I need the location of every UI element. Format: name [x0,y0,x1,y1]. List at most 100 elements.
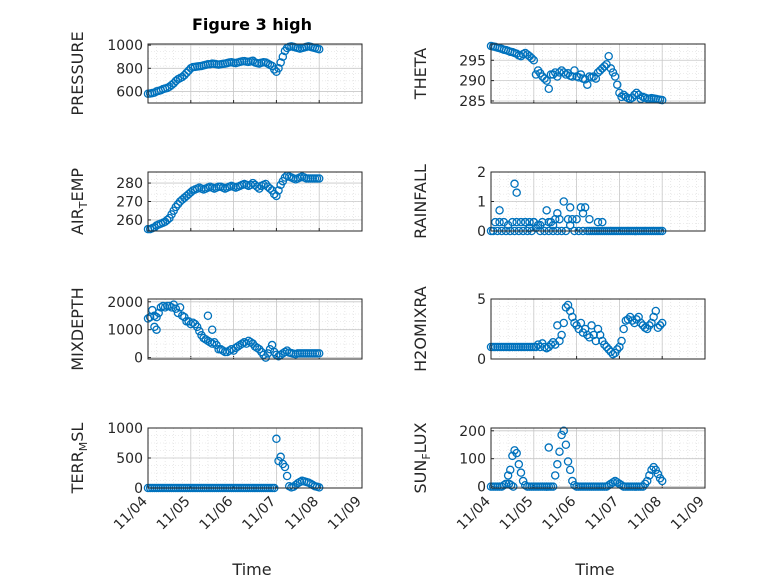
data-point [598,217,607,227]
data-point [272,191,281,201]
data-point [613,478,622,487]
x-tick-label: 11/07 [239,494,279,534]
data-point [314,174,324,183]
series-markers [486,426,667,491]
data-point [516,468,526,477]
data-point [613,80,622,89]
y-tick-label: 5 [477,292,486,308]
y-tick-label: 295 [459,53,486,69]
data-point [585,214,594,224]
subplot-mixdepth: 0 1000 2000 MIXDEPTH [68,287,363,371]
data-point [657,95,667,105]
data-point [645,471,654,480]
data-point [613,345,622,354]
y-tick-label: 280 [116,176,143,192]
figure-title: Figure 3 high [192,15,312,34]
data-point [280,173,290,182]
data-point [604,345,613,354]
x-axis-label-left: Time [231,560,271,579]
x-tick-label: 11/08 [625,494,665,534]
data-point [604,480,613,490]
y-tick-label: 1 [477,195,486,211]
data-point [231,343,240,353]
data-point [617,336,626,346]
x-tick-label: 11/09 [325,494,365,534]
y-tick-label: 800 [116,61,143,77]
data-point [175,303,185,312]
data-point [632,88,641,98]
data-point [171,76,181,86]
data-point [250,342,260,351]
data-point [265,184,275,193]
data-point [583,80,592,89]
data-point [506,465,515,475]
data-point [559,318,569,328]
data-point [207,339,217,348]
series-markers [143,42,324,98]
series-markers [486,300,667,359]
data-point [561,440,571,449]
series-markers [143,171,324,234]
data-point [171,304,181,314]
data-point [182,68,191,78]
data-point [503,471,513,480]
y-tick-label: 1000 [107,323,143,339]
data-point [557,330,566,340]
data-point [636,318,646,328]
data-point [274,351,283,361]
series-markers [486,41,667,105]
y-tick-label: 0 [477,352,486,368]
axes-box [490,298,706,360]
data-point [154,308,163,318]
data-point [608,68,618,77]
axes-box [147,298,363,360]
subplot-h2omixra: 0 5 H2OMIXRA [411,286,706,372]
plot-area [491,428,705,488]
subplot-rainfall: 0 1 2 RAINFALL [411,164,706,240]
data-point [602,482,611,491]
data-point [314,44,324,54]
x-tick-label: 11/04 [111,493,151,533]
data-point [207,325,217,334]
data-point [572,214,581,224]
axes-box [147,427,363,489]
series-markers [143,300,324,362]
data-point [244,336,253,346]
axes-box [490,43,706,104]
data-point [630,90,639,100]
data-point [540,74,549,83]
data-point [542,76,551,85]
data-point [314,349,324,358]
x-tick-label: 11/08 [282,494,322,534]
data-point [520,217,530,227]
data-point [512,217,521,227]
data-point [512,49,521,59]
x-tick-label: 11/09 [668,494,708,534]
data-point [274,186,283,195]
data-point [158,301,168,311]
y-tick-label: 600 [116,84,143,100]
data-point [501,479,511,489]
data-point [576,318,586,328]
data-point [544,84,554,94]
data-point [177,311,187,320]
data-point [512,188,521,197]
y-axis-label: H2OMIXRA [411,286,430,372]
y-tick-label: 0 [477,224,486,240]
axes-box [490,427,706,489]
y-tick-label: 200 [459,424,486,440]
data-point [657,476,667,486]
data-point [585,333,594,342]
data-point [593,217,603,227]
y-tick-label: 2 [477,165,486,181]
y-tick-label: 2000 [107,295,143,311]
y-axis-label: THETA [411,48,430,100]
data-point [491,217,500,227]
subplot-air-temp: 260 270 280 AIRTEMP [68,168,363,235]
data-point [282,471,292,481]
data-point [657,318,667,328]
subplot-sun-flux: 0 100 200 SUNFLUX 11/04 11/05 11/06 11/07 11/08 1… [411,422,708,533]
data-point [568,214,577,224]
data-point [623,315,633,324]
data-point [548,482,558,491]
